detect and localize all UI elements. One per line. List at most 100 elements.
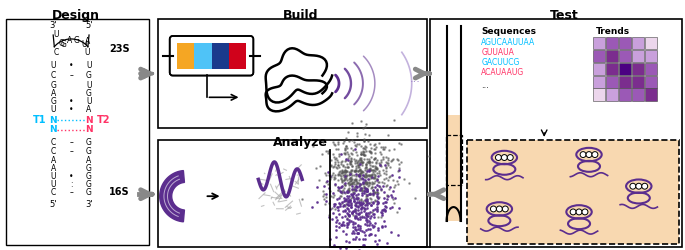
Point <box>355 226 366 230</box>
Point <box>360 206 371 210</box>
Point <box>382 194 393 198</box>
Text: G: G <box>50 81 56 90</box>
Point <box>380 184 391 188</box>
Point <box>331 166 342 170</box>
Point <box>350 185 361 189</box>
Point <box>377 208 388 212</box>
Point <box>354 168 365 172</box>
Point <box>356 206 366 210</box>
Point <box>340 144 351 148</box>
Point <box>363 133 374 137</box>
Point <box>369 152 380 156</box>
Point <box>341 173 352 177</box>
Point <box>319 192 329 196</box>
Point <box>351 214 362 218</box>
Point <box>333 186 344 190</box>
Text: U: U <box>86 97 92 106</box>
Text: G: G <box>86 138 92 147</box>
Circle shape <box>582 209 588 215</box>
Point <box>372 158 383 162</box>
Point <box>367 188 378 192</box>
Point <box>379 208 390 212</box>
Bar <box>632 50 645 62</box>
Point <box>315 164 326 168</box>
Point <box>331 165 342 169</box>
Point <box>353 200 364 204</box>
Point <box>339 170 350 174</box>
Point <box>379 196 390 200</box>
Point <box>372 183 383 187</box>
Point <box>381 205 392 209</box>
Text: T2: T2 <box>97 115 111 125</box>
Point <box>369 191 380 195</box>
Circle shape <box>636 183 642 189</box>
Point <box>342 165 353 169</box>
Point <box>336 190 347 194</box>
Point <box>366 173 377 177</box>
Point <box>361 186 372 190</box>
Circle shape <box>570 209 576 215</box>
Point <box>343 200 354 204</box>
Point <box>321 180 332 184</box>
Point <box>332 140 343 144</box>
Point <box>368 190 379 194</box>
Point <box>366 168 377 172</box>
Point <box>356 173 367 177</box>
Point <box>339 146 350 150</box>
Point <box>336 191 347 195</box>
Point <box>350 201 361 205</box>
Point <box>362 180 373 184</box>
Point <box>360 189 371 193</box>
Point <box>327 217 338 221</box>
Bar <box>593 76 606 88</box>
Point <box>378 168 389 172</box>
Point <box>351 169 362 173</box>
Point <box>340 176 351 180</box>
Point <box>364 192 375 196</box>
Point <box>369 142 380 146</box>
Point <box>373 180 384 184</box>
Point <box>369 179 380 183</box>
Point <box>345 182 356 186</box>
Point <box>369 215 379 219</box>
Point <box>376 188 387 192</box>
Point <box>365 172 376 176</box>
Point <box>353 181 364 185</box>
Point <box>372 204 383 208</box>
Point <box>342 152 353 156</box>
Point <box>333 163 344 167</box>
Point <box>355 202 366 205</box>
Point <box>356 210 366 214</box>
Point <box>360 180 371 184</box>
Point <box>370 190 381 194</box>
Point <box>357 215 368 219</box>
Point <box>366 182 377 186</box>
Bar <box>619 88 632 101</box>
Point <box>352 223 363 227</box>
Polygon shape <box>160 170 184 222</box>
Point <box>344 182 355 186</box>
Point <box>369 181 379 185</box>
Point <box>384 185 395 189</box>
Point <box>359 147 370 151</box>
Point <box>360 196 371 200</box>
Point <box>376 212 387 216</box>
Point <box>342 150 353 154</box>
Point <box>337 170 348 174</box>
Point <box>338 173 349 177</box>
Point <box>353 188 364 192</box>
Text: A: A <box>66 36 72 46</box>
Point <box>336 185 347 189</box>
Point <box>352 227 363 231</box>
Point <box>345 169 356 173</box>
Point <box>340 148 351 152</box>
Point <box>370 145 381 149</box>
Point <box>359 230 370 234</box>
Point <box>338 188 349 192</box>
Point <box>381 169 392 173</box>
Text: C: C <box>53 48 59 57</box>
Point <box>357 170 368 174</box>
Point <box>340 168 351 172</box>
Point <box>365 151 376 155</box>
Point <box>331 146 342 150</box>
